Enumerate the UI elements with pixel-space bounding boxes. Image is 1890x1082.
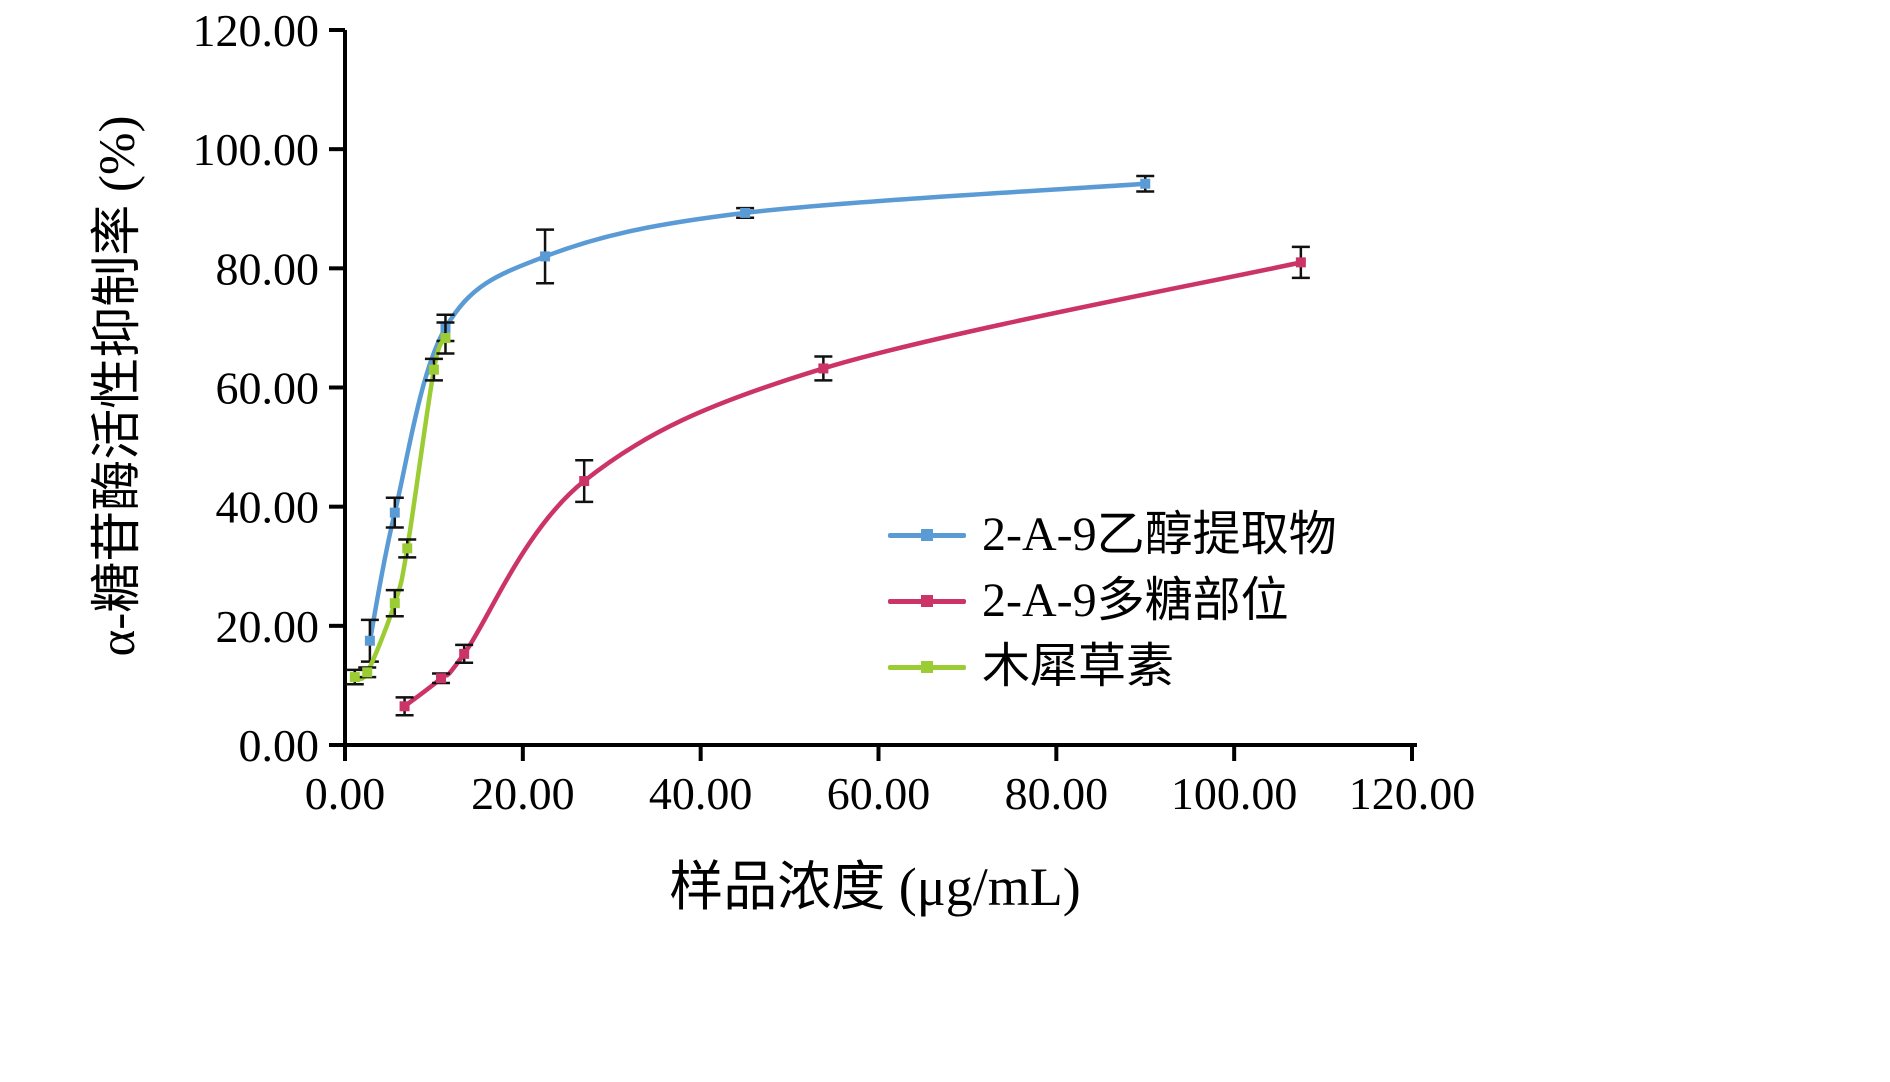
y-tick-label: 120.00 xyxy=(193,5,320,56)
data-point-marker xyxy=(740,207,751,218)
data-point-marker xyxy=(540,251,551,262)
y-tick-label: 100.00 xyxy=(193,124,320,175)
legend-marker-icon xyxy=(921,529,933,541)
data-point-marker xyxy=(428,364,439,375)
data-point-marker xyxy=(389,507,400,518)
data-point-marker xyxy=(349,672,360,683)
data-point-marker xyxy=(364,635,375,646)
legend-swatch xyxy=(888,529,966,541)
data-point-marker xyxy=(579,476,590,487)
legend-label: 2-A-9乙醇提取物 xyxy=(982,508,1337,561)
x-tick-label: 60.00 xyxy=(827,768,931,819)
legend-item: 2-A-9多糖部位 xyxy=(888,572,1337,630)
y-tick-label: 80.00 xyxy=(216,243,320,294)
legend-item: 2-A-9乙醇提取物 xyxy=(888,506,1337,564)
x-tick-label: 40.00 xyxy=(649,768,753,819)
data-point-marker xyxy=(459,648,470,659)
legend-marker-icon xyxy=(921,661,933,673)
data-point-marker xyxy=(402,543,413,554)
legend-item: 木犀草素 xyxy=(888,638,1337,696)
y-tick-label: 20.00 xyxy=(216,601,320,652)
data-point-marker xyxy=(399,701,410,712)
y-axis-title: α-糖苷酶活性抑制率 (%) xyxy=(90,115,146,657)
y-tick-label: 0.00 xyxy=(239,720,320,771)
x-tick-label: 80.00 xyxy=(1005,768,1109,819)
x-tick-label: 100.00 xyxy=(1171,768,1298,819)
legend-marker-icon xyxy=(921,595,933,607)
legend-label: 木犀草素 xyxy=(982,640,1175,693)
series-line xyxy=(352,335,448,682)
legend: 2-A-9乙醇提取物 2-A-9多糖部位 木犀草素 xyxy=(888,506,1337,696)
legend-swatch xyxy=(888,595,966,607)
y-tick-label: 60.00 xyxy=(216,363,320,414)
data-point-marker xyxy=(362,667,373,678)
x-axis-title: 样品浓度 (μg/mL) xyxy=(669,857,1081,917)
data-point-marker xyxy=(1295,257,1306,268)
data-point-marker xyxy=(818,363,829,374)
x-tick-label: 120.00 xyxy=(1349,768,1476,819)
x-tick-label: 20.00 xyxy=(471,768,575,819)
data-point-marker xyxy=(440,333,451,344)
x-tick-label: 0.00 xyxy=(305,768,386,819)
legend-swatch xyxy=(888,661,966,673)
data-point-marker xyxy=(389,598,400,609)
data-point-marker xyxy=(436,673,447,684)
data-point-marker xyxy=(1140,178,1151,189)
y-tick-label: 40.00 xyxy=(216,482,320,533)
legend-label: 2-A-9多糖部位 xyxy=(982,574,1289,627)
